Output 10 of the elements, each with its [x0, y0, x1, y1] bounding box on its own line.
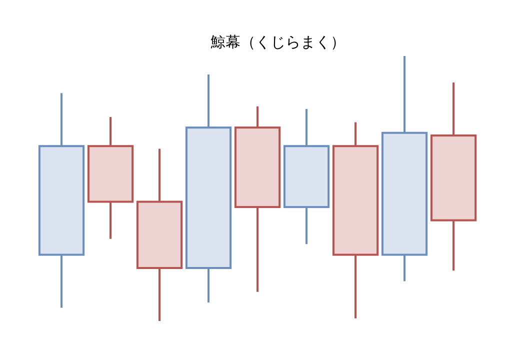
- candlestick: [381, 55, 428, 282]
- candlestick: [430, 82, 477, 272]
- candlestick: [136, 148, 183, 322]
- candlestick: [185, 74, 232, 304]
- candlestick: [332, 121, 379, 320]
- chart-title: 鯨幕（くじらまく）: [210, 33, 346, 51]
- candlestick: [87, 116, 134, 240]
- candlestick: [234, 105, 281, 293]
- candlestick: [283, 108, 330, 246]
- candlestick: [38, 92, 85, 309]
